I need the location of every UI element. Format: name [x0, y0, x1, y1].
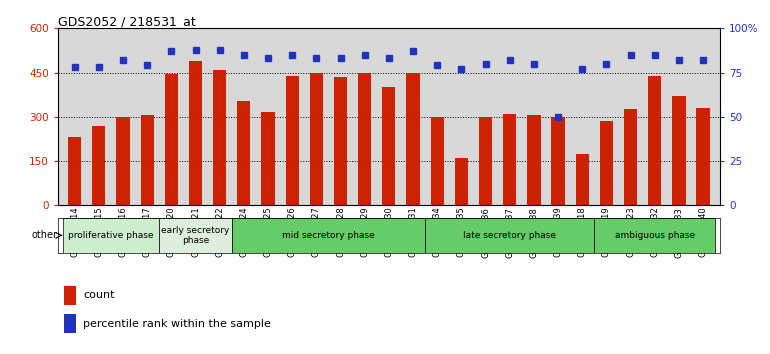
- Bar: [334, 77, 347, 205]
- Bar: [310, 73, 323, 205]
- Bar: [382, 87, 396, 205]
- Text: proliferative phase: proliferative phase: [69, 231, 154, 240]
- Bar: [189, 61, 203, 205]
- FancyBboxPatch shape: [425, 218, 594, 253]
- Bar: [65, 314, 76, 333]
- Bar: [479, 117, 492, 205]
- Bar: [600, 121, 613, 205]
- Text: other: other: [32, 230, 57, 240]
- Bar: [407, 73, 420, 205]
- FancyBboxPatch shape: [232, 218, 425, 253]
- Text: early secretory
phase: early secretory phase: [162, 226, 229, 245]
- Bar: [696, 108, 710, 205]
- Bar: [165, 74, 178, 205]
- Bar: [286, 75, 299, 205]
- Bar: [430, 117, 444, 205]
- Text: mid secretory phase: mid secretory phase: [282, 231, 375, 240]
- Bar: [141, 115, 154, 205]
- FancyBboxPatch shape: [62, 218, 159, 253]
- Text: GDS2052 / 218531_at: GDS2052 / 218531_at: [58, 15, 196, 28]
- Text: late secretory phase: late secretory phase: [464, 231, 556, 240]
- FancyBboxPatch shape: [594, 218, 715, 253]
- Bar: [68, 137, 82, 205]
- Bar: [261, 113, 275, 205]
- Bar: [455, 158, 468, 205]
- Text: ambiguous phase: ambiguous phase: [614, 231, 695, 240]
- Bar: [92, 126, 105, 205]
- Text: count: count: [83, 290, 115, 300]
- Bar: [213, 70, 226, 205]
- Text: percentile rank within the sample: percentile rank within the sample: [83, 319, 271, 329]
- Bar: [237, 101, 250, 205]
- Bar: [551, 117, 564, 205]
- Bar: [624, 109, 638, 205]
- FancyBboxPatch shape: [159, 218, 232, 253]
- Bar: [527, 115, 541, 205]
- Bar: [503, 114, 517, 205]
- Bar: [575, 154, 589, 205]
- Bar: [358, 73, 371, 205]
- Bar: [648, 75, 661, 205]
- Bar: [672, 96, 685, 205]
- Bar: [116, 117, 129, 205]
- Bar: [65, 286, 76, 305]
